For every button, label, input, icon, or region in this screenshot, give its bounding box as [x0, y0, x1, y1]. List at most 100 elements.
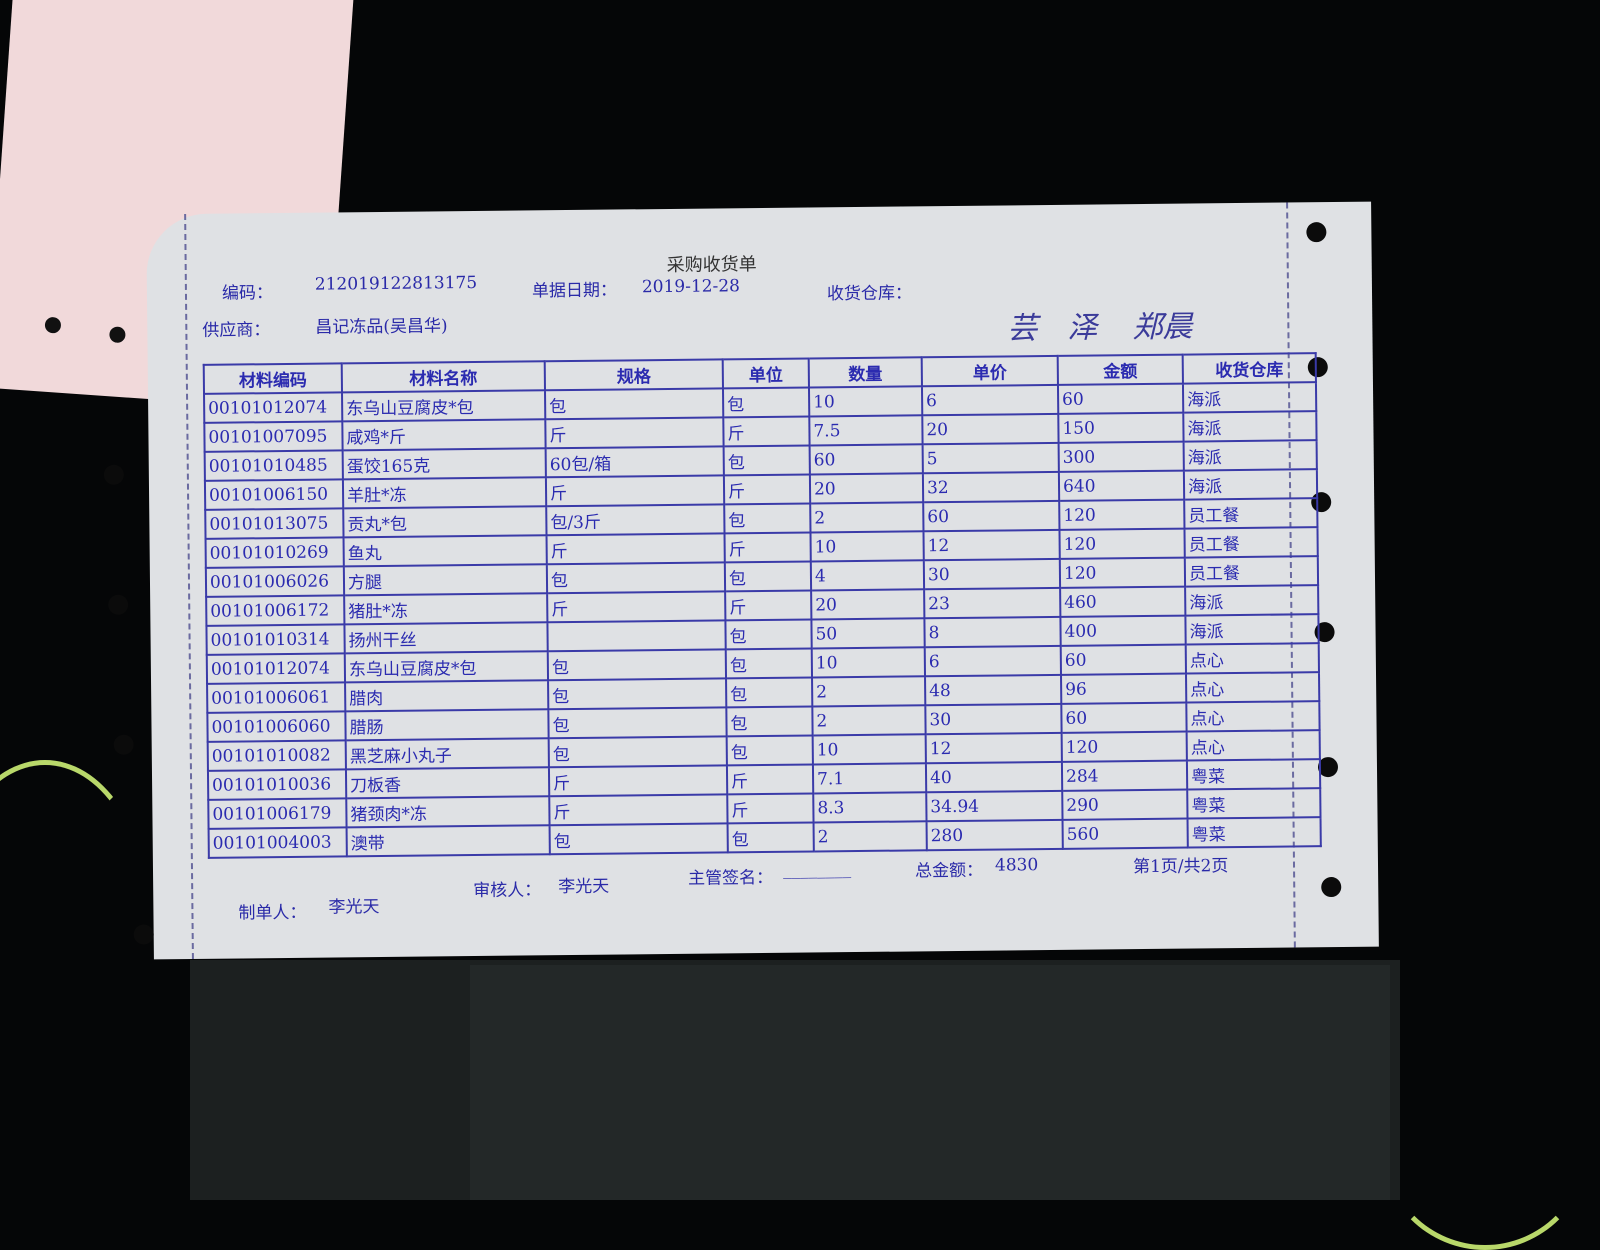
supplier-label: 供应商：	[202, 320, 271, 341]
table-cell: 斤	[545, 417, 724, 449]
table-cell: 2	[813, 821, 927, 852]
column-header: 单位	[722, 358, 809, 389]
table-cell: 8.3	[813, 792, 927, 823]
column-header: 数量	[808, 357, 922, 388]
date-label: 单据日期：	[531, 280, 618, 302]
table-cell: 00101006179	[208, 798, 347, 829]
table-cell: 560	[1062, 818, 1188, 849]
table-cell: 粤菜	[1187, 817, 1321, 848]
table-cell: 120	[1059, 528, 1185, 559]
table-cell: 斤	[723, 416, 810, 447]
table-cell: 猪肚*冻	[344, 593, 548, 625]
table-cell: 640	[1058, 470, 1185, 501]
table-cell: 00101004003	[208, 827, 347, 858]
table-cell: 包	[544, 388, 724, 420]
table-cell: 2	[812, 676, 926, 707]
table-cell: 斤	[547, 591, 726, 623]
cable	[0, 760, 150, 1070]
table-cell: 00101007095	[204, 421, 343, 452]
table-cell: 澳带	[346, 825, 550, 857]
table-cell: 东乌山豆腐皮*包	[344, 651, 549, 683]
table-cell: 包	[726, 677, 813, 708]
feed-hole	[1306, 222, 1327, 243]
table-cell: 10	[811, 647, 926, 678]
feed-hole	[108, 594, 129, 615]
table-cell: 包	[548, 678, 727, 710]
table-cell: 斤	[727, 793, 814, 824]
feed-hole	[103, 464, 124, 485]
table-cell: 00101006150	[204, 479, 344, 510]
column-header: 收货仓库	[1182, 353, 1316, 384]
table-cell: 腊肉	[345, 680, 549, 712]
table-cell: 腊肠	[345, 709, 549, 741]
table-cell: 点心	[1185, 643, 1319, 674]
table-cell: 包/3斤	[546, 504, 725, 536]
supplier: 昌记冻品(吴昌华)	[315, 316, 448, 338]
table-cell: 00101010082	[207, 740, 346, 771]
table-cell: 海派	[1185, 614, 1319, 645]
table-cell: 包	[724, 561, 812, 592]
column-header: 单价	[921, 355, 1058, 387]
maker-label: 制单人：	[238, 902, 307, 924]
table-cell: 员工餐	[1184, 498, 1318, 529]
perforation-line	[184, 214, 194, 959]
table-cell: 斤	[549, 794, 728, 826]
column-header: 材料名称	[341, 361, 545, 393]
table-cell: 60	[1061, 702, 1187, 733]
table-cell: 460	[1060, 586, 1186, 617]
table-cell: 280	[926, 819, 1063, 851]
table-cell: 黑芝麻小丸子	[345, 738, 549, 770]
page-indicator: 第1页/共2页	[1132, 856, 1229, 878]
table-cell: 点心	[1186, 730, 1320, 761]
table-cell: 10	[808, 386, 923, 417]
table-cell: 12	[923, 529, 1060, 561]
table-cell: 包	[727, 822, 814, 853]
table-cell: 8	[924, 616, 1061, 648]
receipt-table: 材料编码 材料名称 规格 单位 数量 单价 金额 收货仓库 00101012074 东乌山豆腐皮…	[203, 352, 1322, 859]
supervisor-label: 主管签名：	[688, 867, 774, 889]
table-cell: 6	[924, 645, 1062, 677]
table-cell: 60	[1060, 644, 1186, 675]
table-cell: 00101010485	[204, 450, 343, 481]
handwritten-signature: 芸	[1007, 311, 1038, 347]
feed-hole	[1321, 876, 1342, 898]
table-cell: 00101010036	[207, 769, 347, 800]
table-cell: 7.5	[809, 415, 923, 446]
table-cell: 斤	[545, 475, 725, 507]
table-cell: 60	[809, 444, 923, 475]
table-cell: 海派	[1183, 469, 1318, 500]
table-cell: 00101006026	[205, 566, 345, 597]
table-cell: 斤	[725, 590, 812, 621]
table-cell: 48	[925, 674, 1062, 706]
table-cell: 00101006060	[207, 711, 346, 742]
table-cell: 包	[548, 707, 727, 739]
table-cell: 2	[810, 502, 924, 533]
table-cell: 00101010269	[205, 537, 344, 568]
table-cell: 30	[923, 558, 1061, 590]
table-cell: 20	[809, 473, 924, 504]
table-cell: 60	[923, 500, 1060, 532]
table-cell: 32	[922, 471, 1060, 503]
handwritten-signature: 郑晨	[1132, 309, 1193, 346]
table-cell: 00101006172	[206, 595, 345, 626]
total-amount: 4830	[994, 855, 1039, 876]
table-cell: 5	[922, 442, 1059, 474]
table-cell: 扬州干丝	[344, 622, 548, 654]
table-cell: 点心	[1186, 701, 1320, 732]
purchase-receipt: 采购收货单 编码： 212019122813175 单据日期： 2019-12-…	[103, 201, 1379, 960]
reviewer: 李光天	[558, 876, 610, 898]
table-cell: 20	[922, 413, 1059, 445]
table-cell: 4	[810, 560, 925, 591]
printer-tray-panel	[470, 965, 1390, 1200]
table-cell: 刀板香	[345, 767, 550, 799]
table-cell: 00101010314	[206, 624, 345, 655]
table-cell: 海派	[1182, 382, 1317, 413]
table-cell: 50	[811, 618, 925, 649]
feed-hole	[44, 316, 62, 334]
table-cell: 员工餐	[1184, 527, 1318, 558]
table-cell: 斤	[723, 474, 811, 505]
table-cell: 6	[921, 384, 1059, 416]
table-cell: 斤	[724, 532, 811, 563]
column-header: 规格	[544, 359, 723, 391]
table-cell: 海派	[1183, 440, 1317, 471]
